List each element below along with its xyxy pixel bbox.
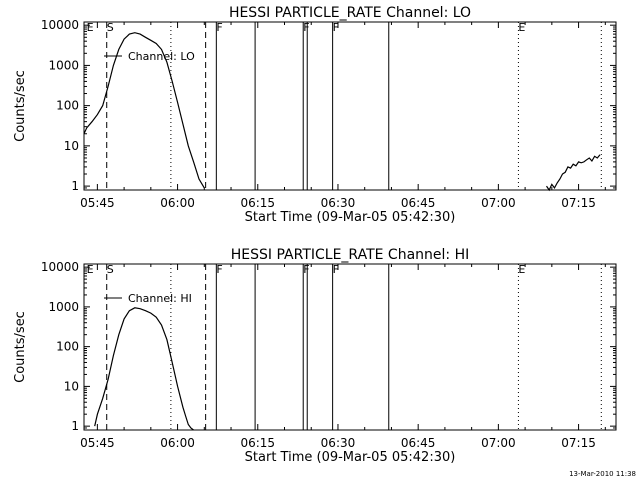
y-tick-label: 1000 xyxy=(48,58,79,72)
flag-label: E xyxy=(518,21,525,34)
panel-1: HESSI PARTICLE_RATE Channel: LO 05:45 06:0… xyxy=(13,5,617,225)
y-tick-label: 100 xyxy=(56,99,79,113)
panel-2: HESSI PARTICLE_RATE Channel: HI 05:45 06:0… xyxy=(13,247,617,465)
series-line-2 xyxy=(546,154,601,192)
legend-label: Channel: LO xyxy=(128,50,195,63)
x-tick-label: 06:15 xyxy=(240,436,275,450)
flag-label: E xyxy=(518,263,525,276)
flag-label: S xyxy=(107,21,114,34)
chart-title: HESSI PARTICLE_RATE Channel: HI xyxy=(231,247,469,263)
flag-label: F xyxy=(216,263,222,276)
generation-timestamp: 13-Mar-2010 11:38 xyxy=(569,470,636,478)
y-axis-label: Counts/sec xyxy=(13,70,28,142)
plot-frame xyxy=(83,21,617,191)
x-tick-label: 05:45 xyxy=(80,436,115,450)
y-tick-label: 1 xyxy=(71,179,79,193)
y-axis-label: Counts/sec xyxy=(13,311,28,383)
x-tick-label: 07:15 xyxy=(561,436,596,450)
flag-label: F xyxy=(216,21,222,34)
x-tick-label: 06:15 xyxy=(240,196,275,210)
y-tick-label: 1 xyxy=(71,419,79,433)
legend-label: Channel: HI xyxy=(128,292,192,305)
flag-label: F xyxy=(303,21,309,34)
x-axis-label: Start Time (09-Mar-05 05:42:30) xyxy=(245,450,456,465)
x-tick-label: 07:00 xyxy=(481,436,516,450)
y-tick-label: 10 xyxy=(64,139,79,153)
flag-label: E xyxy=(87,263,94,276)
flag-label: F xyxy=(333,21,339,34)
y-tick-label: 10000 xyxy=(41,18,79,32)
y-tick-label: 10000 xyxy=(41,260,79,274)
plot-frame xyxy=(83,263,617,431)
series-line-1 xyxy=(83,32,205,189)
x-tick-label: 06:00 xyxy=(160,436,195,450)
x-tick-label: 06:45 xyxy=(401,196,436,210)
flag-label: F xyxy=(303,263,309,276)
x-tick-label: 07:00 xyxy=(481,196,516,210)
x-tick-label: 06:45 xyxy=(401,436,436,450)
x-tick-label: 06:30 xyxy=(321,436,356,450)
chart-title: HESSI PARTICLE_RATE Channel: LO xyxy=(229,5,471,21)
x-tick-label: 06:30 xyxy=(321,196,356,210)
x-tick-label: 05:45 xyxy=(80,196,115,210)
flag-label: E xyxy=(87,21,94,34)
x-tick-label: 06:00 xyxy=(160,196,195,210)
flag-label: S xyxy=(107,263,114,276)
series-line-1 xyxy=(94,307,194,431)
x-axis-label: Start Time (09-Mar-05 05:42:30) xyxy=(245,210,456,225)
x-tick-label: 07:15 xyxy=(561,196,596,210)
y-tick-label: 100 xyxy=(56,340,79,354)
flag-label: F xyxy=(333,263,339,276)
y-tick-label: 1000 xyxy=(48,300,79,314)
y-tick-label: 10 xyxy=(64,379,79,393)
